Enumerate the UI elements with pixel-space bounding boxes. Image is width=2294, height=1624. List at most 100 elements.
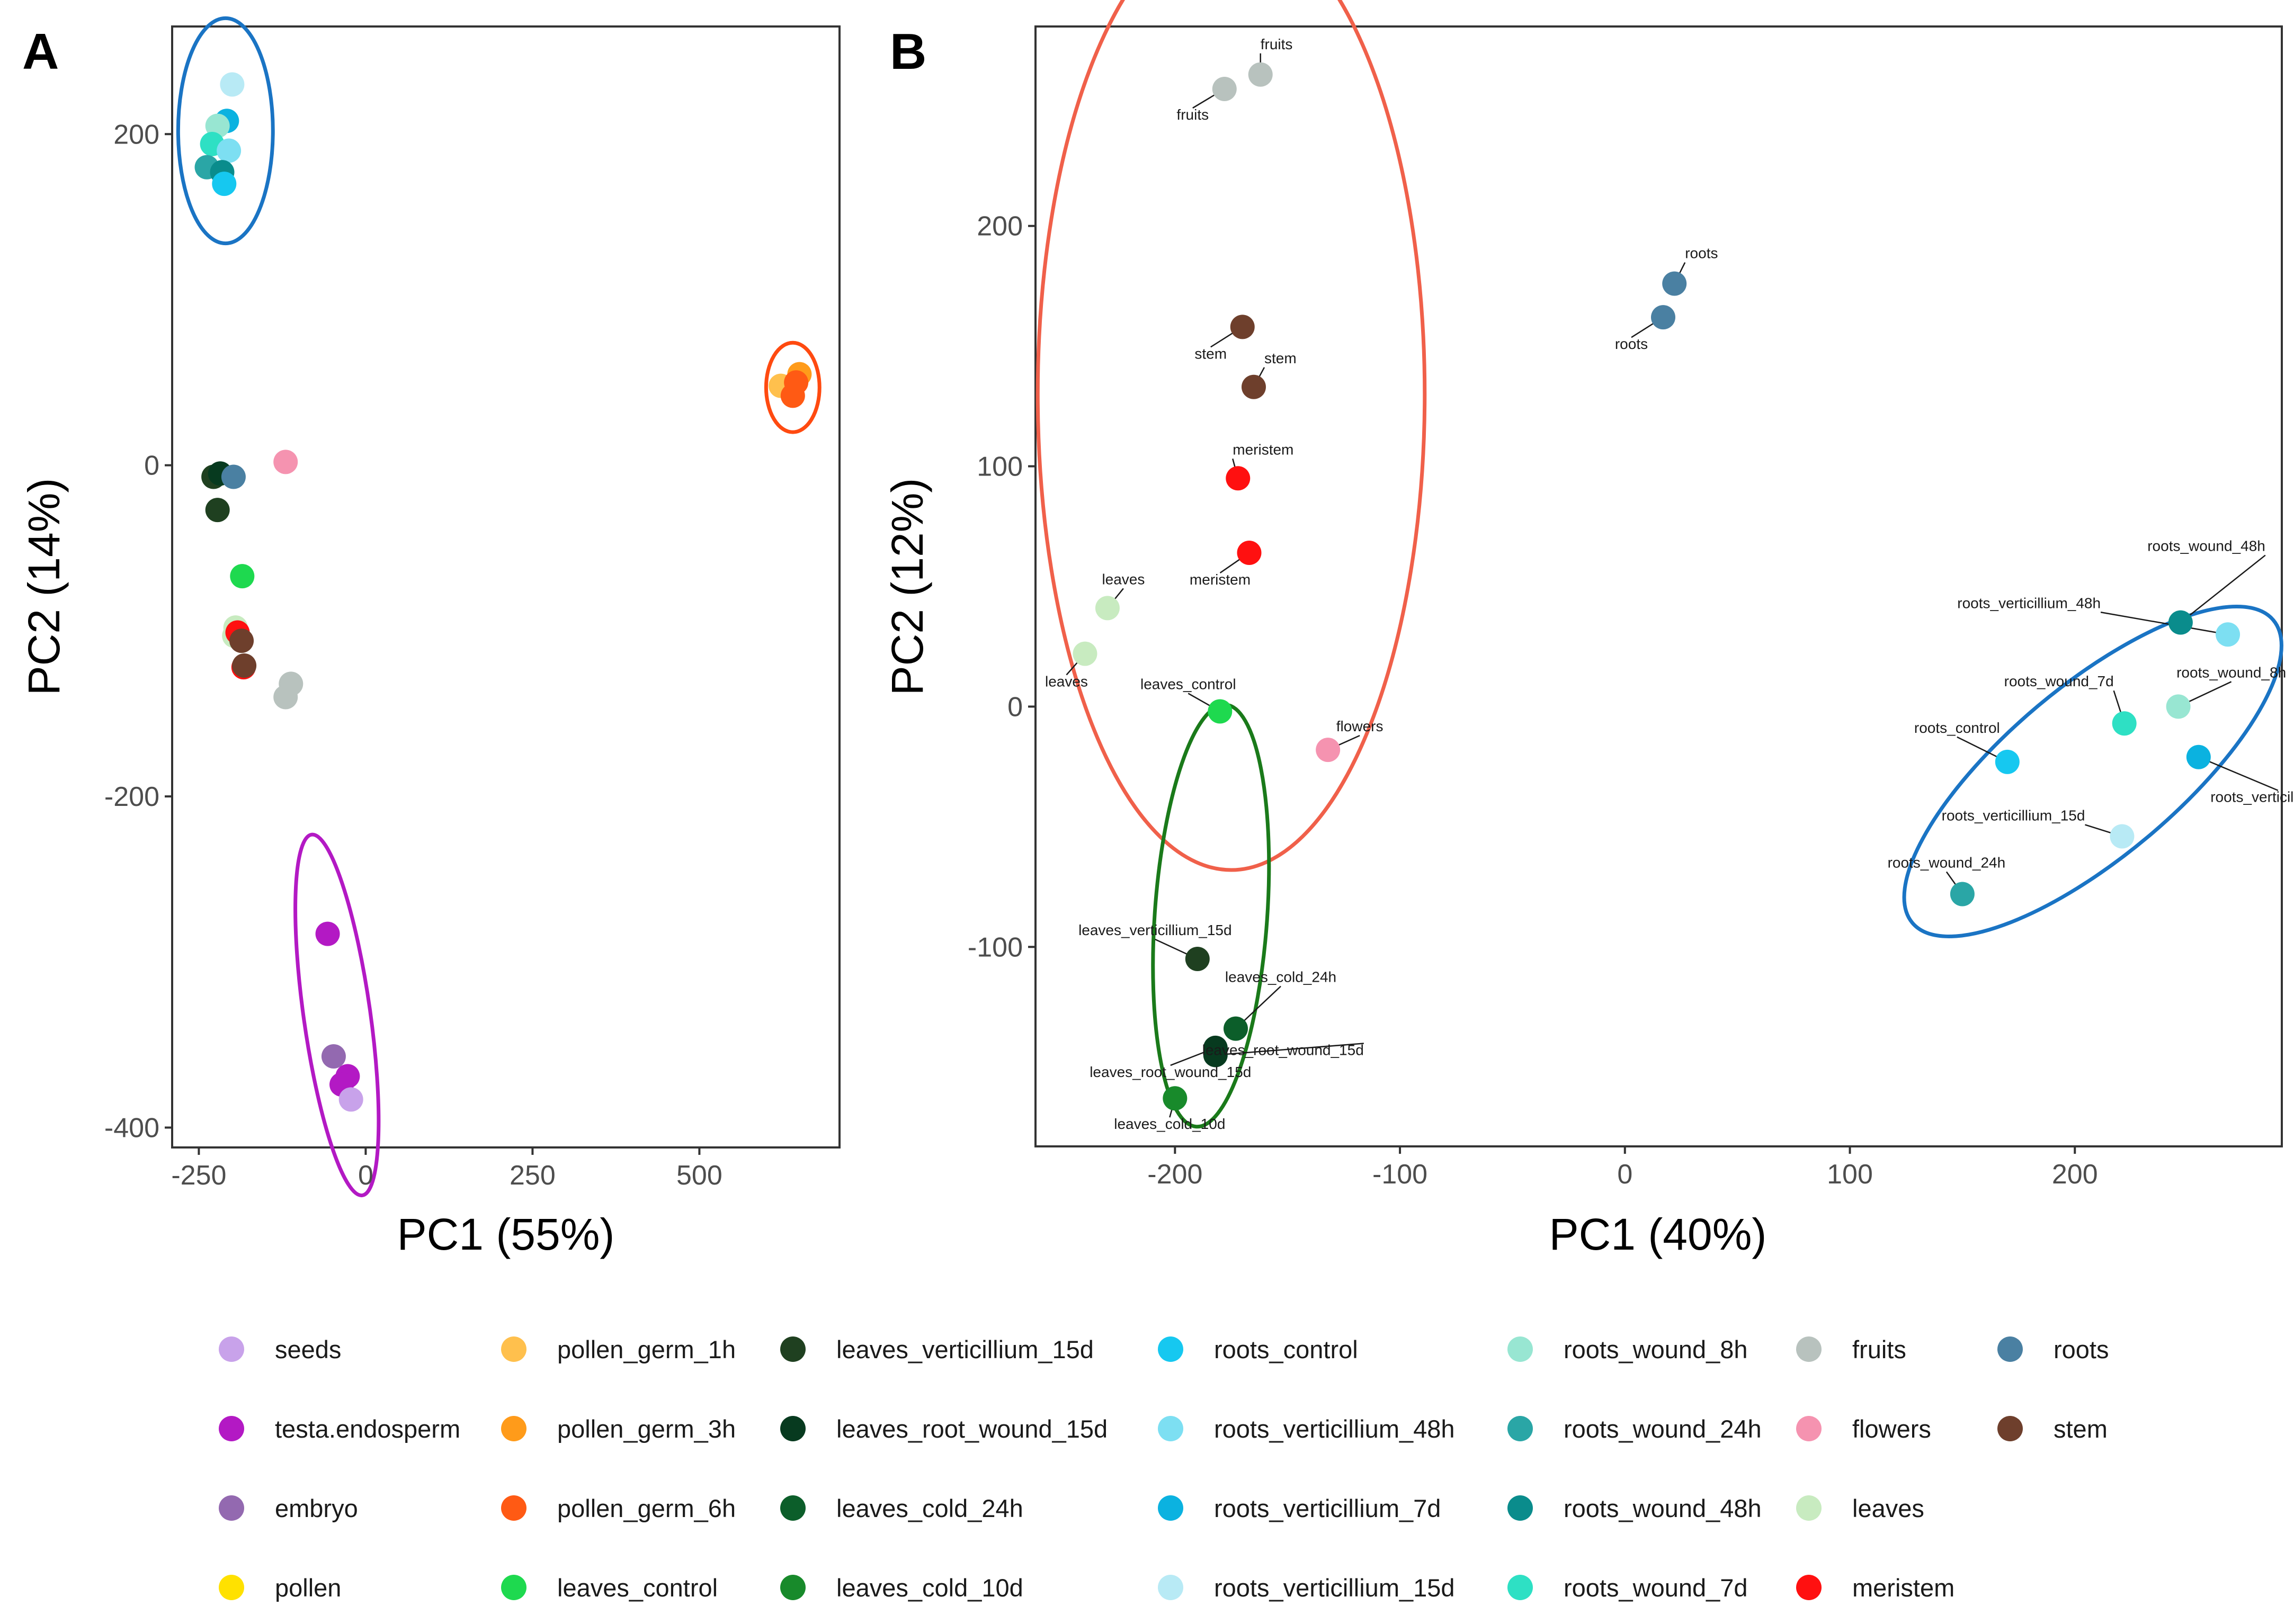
cluster-ellipse-seed [293,832,381,1198]
legend-swatch-fruits [1796,1336,1822,1362]
data-point-leaves-control [1208,699,1233,724]
data-point-pollen-germ-6h [784,370,809,395]
legend-swatch-roots-wound-24h [1507,1416,1533,1441]
panel-a: A -250 0 250 500 -400 -200 0 200 PC1 (55%) PC2 … [19,16,841,1259]
point-label-stem: stem [1264,350,1297,366]
point-label-leaves-control: leaves_control [1140,676,1236,693]
y-tick-label: 200 [977,211,1023,242]
data-point-testa-endosperm [315,921,340,946]
point-label-meristem: meristem [1233,441,1293,457]
point-label-roots: roots [1685,245,1718,262]
x-tick-label: -250 [171,1160,226,1191]
point-label-leaves-cold-24h: leaves_cold_24h [1225,969,1336,985]
legend-label-roots-verticillium-48h: roots_verticillium_48h [1214,1415,1455,1443]
legend-swatch-leaves-cold-24h [780,1495,806,1521]
y-tick-label: 0 [144,451,159,481]
data-point-seeds [338,1087,363,1112]
legend-label-fruits: fruits [1852,1335,1906,1363]
legend-label-testa-endosperm: testa.endosperm [275,1415,460,1443]
point-label-fruits: fruits [1261,36,1293,52]
x-tick-label: 0 [1617,1159,1632,1190]
label-leader-roots-wound-48h [2180,554,2266,623]
data-point-stem [232,653,257,678]
legend-swatch-pollen-germ-6h [501,1495,526,1521]
panel-a-plot-border [171,25,841,1149]
y-tick-label: 100 [977,452,1023,482]
label-leader-roots-verticillium-48h [2100,612,2228,635]
legend-label-roots-wound-7d: roots_wound_7d [1564,1574,1748,1602]
legend-label-roots: roots [2054,1335,2109,1363]
data-point-leaves [1073,641,1097,666]
legend-swatch-testa-endosperm [219,1416,244,1441]
legend-swatch-leaves [1796,1495,1822,1521]
legend-label-leaves-root-wound-15d: leaves_root_wound_15d [836,1415,1108,1443]
y-tick-label: 0 [1007,692,1023,722]
legend-swatch-leaves-cold-10d [780,1575,806,1600]
legend-swatch-stem [1997,1416,2023,1441]
legend-swatch-flowers [1796,1416,1822,1441]
data-point-roots-control [212,172,237,196]
data-point-leaves-control [230,564,255,589]
legend-swatch-pollen-germ-1h [501,1336,526,1362]
point-label-leaves-cold-10d: leaves_cold_10d [1114,1116,1225,1132]
legend-label-leaves-verticillium-15d: leaves_verticillium_15d [836,1335,1094,1363]
legend-label-roots-wound-48h: roots_wound_48h [1564,1494,1762,1522]
panel-letter-a: A [22,23,59,80]
legend-label-pollen-germ-1h: pollen_germ_1h [557,1335,736,1363]
legend-swatch-leaves-verticillium-15d [780,1336,806,1362]
legend-label-roots-verticillium-7d: roots_verticillium_7d [1214,1494,1441,1522]
data-point-roots [1650,305,1675,330]
legend-swatch-embryo [219,1495,244,1521]
legend-label-meristem: meristem [1852,1574,1954,1602]
data-point-roots-verticillium-15d [2110,824,2135,849]
panel-a-ticks: -250 0 250 500 -400 -200 0 200 [104,119,722,1191]
panel-b-plot-border [1034,25,2283,1147]
data-point-fruits [273,685,298,710]
x-tick-label: 500 [676,1160,722,1191]
point-label-roots-verticillium-7d: roots_verticillium_7d [2210,789,2294,805]
legend-swatch-pollen-germ-3h [501,1416,526,1441]
x-tick-label: -100 [1372,1159,1427,1190]
legend-swatch-meristem [1796,1575,1822,1600]
panel-b-x-axis-title: PC1 (40%) [1549,1209,1767,1259]
data-point-meristem [1237,540,1262,565]
data-point-roots-wound-24h [1950,882,1975,907]
label-leader-roots-verticillium-7d [2198,756,2279,791]
legend-label-pollen-germ-6h: pollen_germ_6h [557,1494,736,1522]
data-point-leaves-cold-24h [1224,1016,1248,1041]
data-point-roots-verticillium-15d [220,72,245,97]
cluster-ellipse-roots-treatment [1902,604,2283,938]
legend-swatch-roots-wound-48h [1507,1495,1533,1521]
data-point-leaves-cold-10d [1163,1086,1188,1111]
legend-label-flowers: flowers [1852,1415,1931,1443]
legend-label-leaves-cold-10d: leaves_cold_10d [836,1574,1023,1602]
panel-b-point-labels: fruits fruits roots roots stem stem meristem me… [1045,36,2294,1132]
panel-a-y-axis-title: PC2 (14%) [19,478,69,696]
cluster-ellipse-aerial [1036,0,1427,872]
point-label-meristem: meristem [1190,571,1251,588]
y-tick-label: -200 [104,782,159,812]
legend-swatch-roots-control [1158,1336,1183,1362]
legend-label-leaves-control: leaves_control [557,1574,718,1602]
legend-swatch-leaves-root-wound-15d [780,1416,806,1441]
legend-label-roots-verticillium-15d: roots_verticillium_15d [1214,1574,1455,1602]
legend-swatch-leaves-control [501,1575,526,1600]
point-label-roots-wound-8h: roots_wound_8h [2176,664,2286,680]
cluster-ellipse-pollen [764,340,822,434]
data-point-flowers [1316,738,1341,762]
point-label-roots: roots [1615,336,1648,352]
point-label-roots-wound-48h: roots_wound_48h [2147,538,2265,554]
legend-swatch-pollen [219,1575,244,1600]
data-point-stem [1230,315,1255,339]
data-point-roots-verticillium-48h [2216,622,2241,647]
panel-a-x-axis-title: PC1 (55%) [397,1209,615,1259]
data-point-roots-wound-48h [2168,610,2193,635]
data-point-fruits [1248,62,1273,87]
legend-swatch-seeds [219,1336,244,1362]
y-tick-label: -400 [104,1112,159,1143]
panel-b: B fruits fruits roots roots stem stem meristem… [882,0,2294,1259]
panel-a-cluster-ellipses [176,16,822,1198]
data-point-roots-wound-8h [2166,694,2191,719]
